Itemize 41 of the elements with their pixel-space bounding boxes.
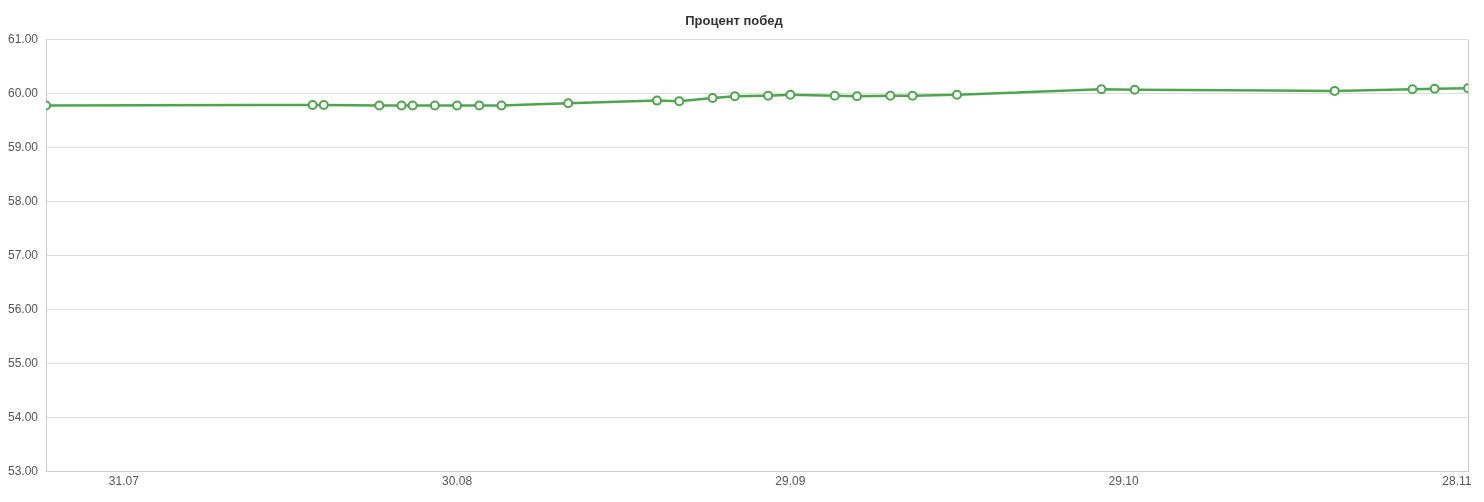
- point: [707, 92, 718, 103]
- point: [785, 89, 796, 100]
- x-tick-label: 30.08: [442, 474, 473, 489]
- point: [1129, 84, 1140, 95]
- x-tick-label: 31.07: [108, 474, 140, 489]
- point: [907, 90, 918, 101]
- point: [318, 99, 329, 110]
- y-tick-label: 54.00: [8, 409, 39, 424]
- point: [729, 91, 740, 102]
- point: [951, 89, 962, 100]
- x-tick-label: 28.11: [1442, 474, 1472, 489]
- x-tick-label: 29.09: [775, 474, 806, 489]
- point: [1329, 85, 1340, 96]
- point: [307, 99, 318, 110]
- point: [1096, 84, 1107, 95]
- point: [1407, 84, 1418, 95]
- point: [407, 100, 418, 111]
- chart-title: Процент побед: [685, 13, 784, 29]
- y-tick-label: 59.00: [8, 139, 39, 154]
- point: [474, 100, 485, 111]
- y-tick-label: 53.00: [8, 463, 39, 478]
- y-tick-label: 56.00: [8, 301, 39, 316]
- point: [652, 95, 663, 106]
- point: [374, 100, 385, 111]
- point: [885, 90, 896, 101]
- point: [1429, 83, 1440, 94]
- y-tick-label: 61.00: [8, 31, 39, 46]
- point: [496, 100, 507, 111]
- y-tick-label: 60.00: [8, 85, 39, 100]
- point: [396, 100, 407, 111]
- point: [429, 100, 440, 111]
- point: [674, 96, 685, 107]
- y-tick-label: 57.00: [8, 247, 39, 262]
- point: [829, 90, 840, 101]
- point: [763, 90, 774, 101]
- point: [852, 91, 862, 102]
- x-tick-label: 29.10: [1108, 474, 1139, 489]
- point: [452, 100, 463, 111]
- y-tick-label: 58.00: [8, 193, 39, 208]
- point: [563, 98, 574, 109]
- y-tick-label: 55.00: [8, 355, 39, 370]
